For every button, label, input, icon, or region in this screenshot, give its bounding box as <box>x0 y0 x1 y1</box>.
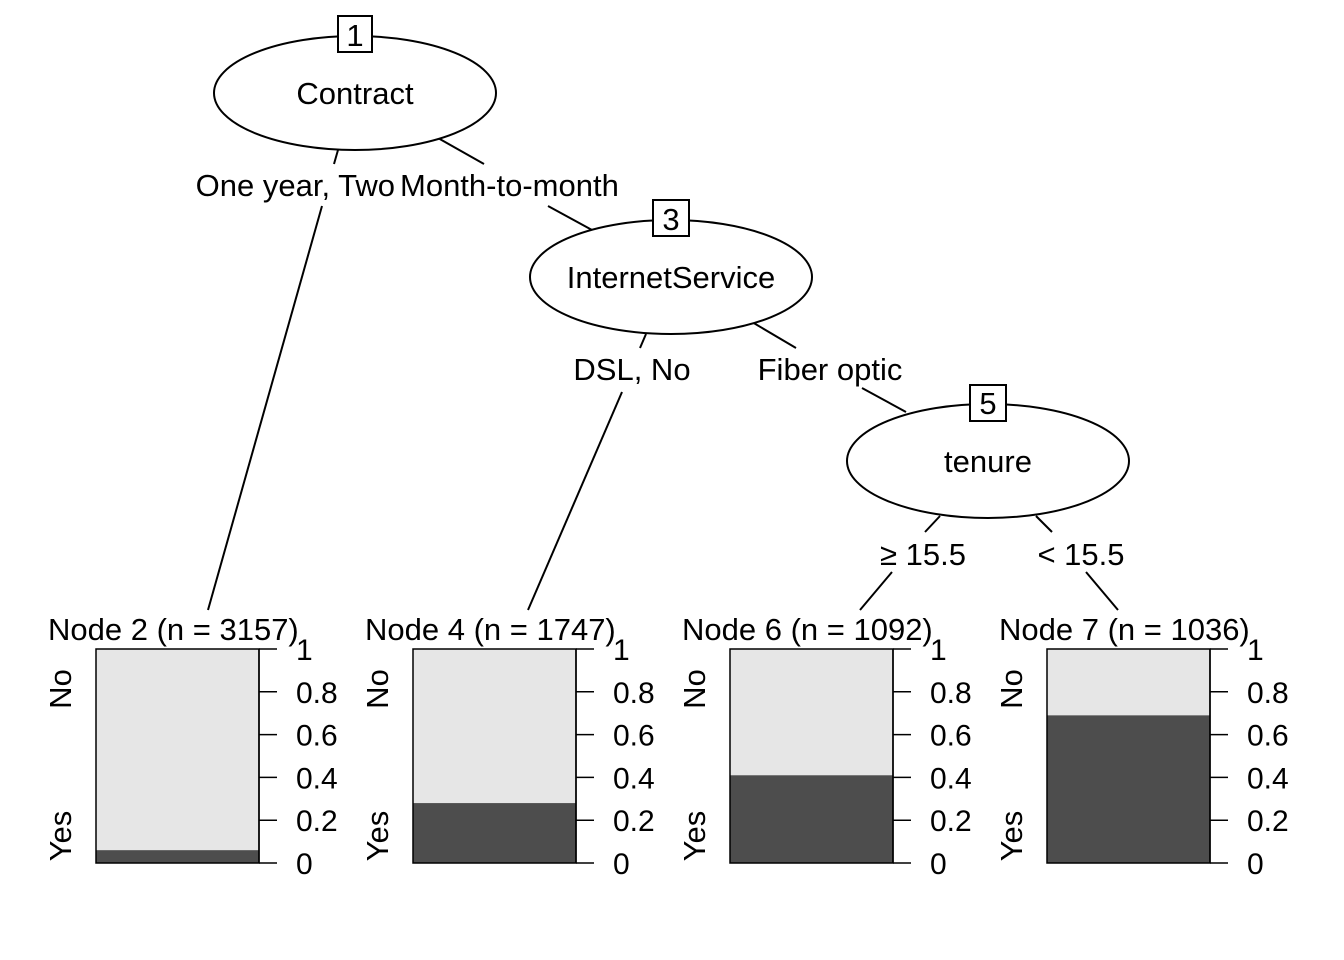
tick-label: 0.6 <box>1247 720 1289 753</box>
node-id-box <box>652 199 690 237</box>
split-label-1-right: Month-to-month <box>400 168 619 203</box>
node-title: Node 4 (n = 1747) <box>365 612 616 647</box>
bar-yes <box>730 775 893 863</box>
node-id: 3 <box>662 202 679 237</box>
tick-label: 0.6 <box>296 720 338 753</box>
split-labels: One year, Two Month-to-month DSL, No Fib… <box>196 168 1125 572</box>
tick-label: 0.2 <box>1247 805 1289 838</box>
split-label-1-left: One year, Two <box>196 168 395 203</box>
node-variable: InternetService <box>567 260 776 295</box>
node-title: Node 7 (n = 1036) <box>999 612 1250 647</box>
edge-3-4-upper <box>639 333 647 349</box>
edge-1-3-lower <box>547 205 593 231</box>
category-label-yes: Yes <box>360 811 395 862</box>
tick-label: 1 <box>930 634 947 667</box>
bar-no <box>730 649 893 776</box>
split-label-5-right: < 15.5 <box>1037 537 1124 572</box>
node-title: Node 2 (n = 3157) <box>48 612 299 647</box>
terminal-node-3: Node 6 (n = 1092) No Yes 0 0.2 0.4 0.6 0.8 1 <box>677 612 972 881</box>
edge-5-7-lower <box>1085 571 1119 611</box>
edge-1-3-upper <box>437 137 485 165</box>
edge-5-6-upper <box>924 515 941 533</box>
bar-yes <box>1047 715 1210 863</box>
tick-label: 0.2 <box>930 805 972 838</box>
tick-label: 0.6 <box>613 720 655 753</box>
tick-label: 0.6 <box>930 720 972 753</box>
tick-label: 0.8 <box>930 677 972 710</box>
bar-no <box>413 649 576 804</box>
node-variable: Contract <box>296 76 414 111</box>
node-id: 1 <box>346 18 363 53</box>
inner-node-3: 3 InternetService <box>529 199 813 335</box>
category-label-yes: Yes <box>677 811 712 862</box>
terminal-node-4: Node 7 (n = 1036) No Yes 0 0.2 0.4 0.6 0.8 1 <box>994 612 1289 881</box>
tick-label: 0.4 <box>613 762 655 795</box>
inner-node-5: 5 tenure <box>846 384 1130 519</box>
edge-3-5-lower <box>861 387 907 413</box>
category-label-no: No <box>360 669 395 709</box>
split-label-3-right: Fiber optic <box>758 352 903 387</box>
tick-label: 0.2 <box>613 805 655 838</box>
node-id-box <box>969 384 1007 422</box>
tick-label: 1 <box>1247 634 1264 667</box>
edge-1-2-upper <box>333 149 339 165</box>
split-label-5-left: ≥ 15.5 <box>880 537 966 572</box>
bar-yes <box>413 803 576 863</box>
terminal-node-panels: Node 2 (n = 3157)NoYes00.20.40.60.81Node… <box>43 612 1289 881</box>
tick-label: 1 <box>296 634 313 667</box>
tick-label: 0.4 <box>296 762 338 795</box>
bar-yes <box>96 850 259 863</box>
tick-label: 0.8 <box>296 677 338 710</box>
category-label-yes: Yes <box>43 811 78 862</box>
node-id-box <box>337 15 373 53</box>
edge-1-2-lower <box>207 205 323 611</box>
edge-5-6-lower <box>859 571 893 611</box>
tree-edges <box>207 137 1119 611</box>
tick-label: 0.8 <box>613 677 655 710</box>
terminal-node-2: Node 4 (n = 1747) No Yes 0 0.2 0.4 0.6 0.8 1 <box>360 612 655 881</box>
node-title: Node 6 (n = 1092) <box>682 612 933 647</box>
inner-node-1: 1 Contract <box>213 15 497 151</box>
edge-3-4-lower <box>527 391 623 611</box>
edge-3-5-upper <box>751 321 797 349</box>
edge-5-7-upper <box>1035 515 1053 533</box>
tick-label: 0 <box>296 848 313 881</box>
tick-label: 0.8 <box>1247 677 1289 710</box>
split-label-3-left: DSL, No <box>573 352 690 387</box>
tick-label: 0.2 <box>296 805 338 838</box>
node-variable: tenure <box>944 444 1032 479</box>
terminal-node-1: Node 2 (n = 3157) No Yes 0 0.2 0.4 0.6 0.8 1 <box>43 612 338 881</box>
bar-no <box>96 649 259 851</box>
tick-label: 0 <box>613 848 630 881</box>
tick-label: 0 <box>1247 848 1264 881</box>
bar-no <box>1047 649 1210 716</box>
tick-label: 1 <box>613 634 630 667</box>
tick-label: 0 <box>930 848 947 881</box>
category-label-no: No <box>43 669 78 709</box>
category-label-no: No <box>677 669 712 709</box>
tick-label: 0.4 <box>930 762 972 795</box>
category-label-yes: Yes <box>994 811 1029 862</box>
tick-label: 0.4 <box>1247 762 1289 795</box>
category-label-no: No <box>994 669 1029 709</box>
node-id: 5 <box>979 386 996 421</box>
